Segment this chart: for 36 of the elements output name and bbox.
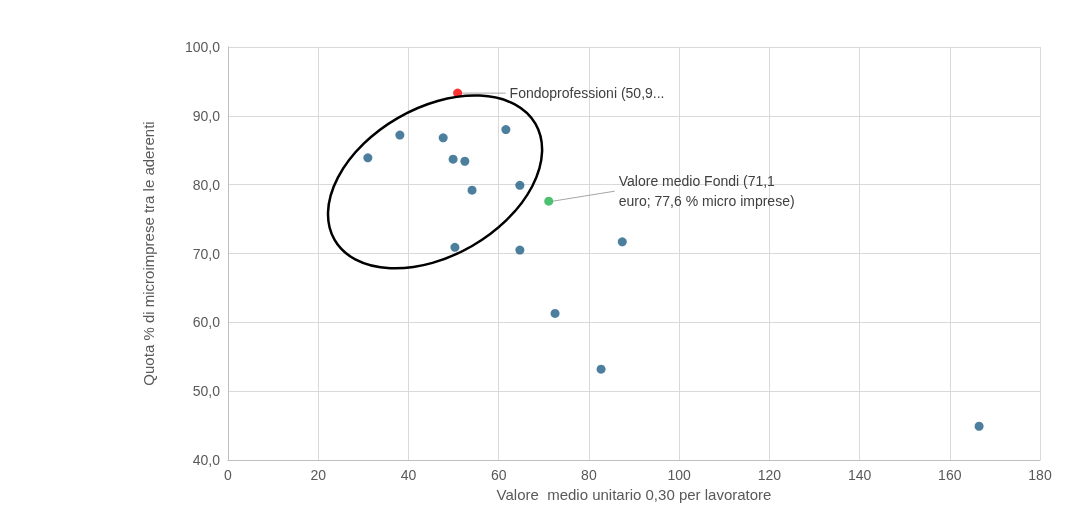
y-tick-label: 90,0	[192, 107, 221, 124]
x-tick-label: 180	[1028, 467, 1052, 483]
point	[515, 245, 525, 255]
x-tick-label: 20	[310, 467, 327, 483]
point	[448, 154, 458, 164]
annotation: Fondoprofessioni (50,9...	[509, 85, 665, 102]
point	[363, 153, 373, 163]
y-axis-title: Quota % di microimprese tra le aderenti	[140, 121, 157, 386]
x-tick-label: 160	[938, 467, 962, 483]
x-tick-label: 80	[581, 467, 597, 483]
point	[544, 196, 554, 206]
x-tick-label: 100	[667, 467, 691, 483]
x-tick-label: 120	[757, 467, 782, 483]
point	[438, 133, 448, 143]
point	[501, 125, 511, 135]
point	[460, 156, 470, 166]
x-tick-label: 60	[490, 467, 507, 483]
point	[395, 130, 405, 140]
point	[467, 185, 477, 195]
point	[515, 180, 525, 190]
y-tick-label: 100,0	[184, 39, 221, 55]
x-tick-label: 140	[847, 467, 872, 483]
point	[596, 364, 606, 374]
point	[450, 242, 460, 252]
annotation: Valore medio Fondi (71,1 euro; 77,6 % micro imprese)	[618, 173, 795, 210]
point	[550, 308, 560, 318]
y-tick-label: 40,0	[192, 452, 221, 468]
x-axis-title: Valore medio unitario 0,30 per lavoratore	[496, 485, 772, 503]
point	[617, 237, 627, 247]
x-tick-label: 0	[224, 467, 233, 483]
point	[974, 421, 984, 431]
y-tick-label: 70,0	[192, 245, 221, 262]
y-tick-label: 60,0	[192, 314, 221, 331]
x-tick-label: 40	[400, 467, 417, 483]
y-tick-label: 80,0	[192, 176, 221, 193]
y-tick-label: 50,0	[192, 383, 221, 400]
